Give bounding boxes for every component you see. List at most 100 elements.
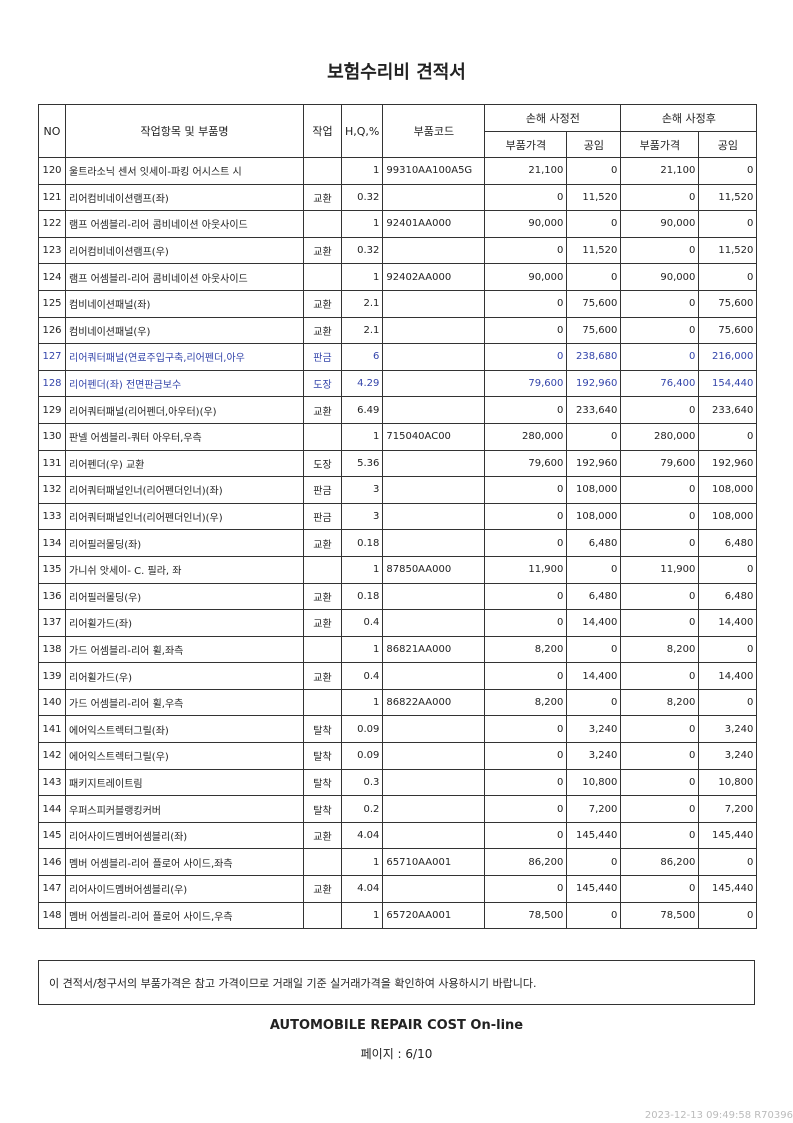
cell-work xyxy=(303,555,342,584)
cell-name: 멤버 어셈블리-리어 플로어 사이드,우측 xyxy=(65,901,304,930)
cell-code: 86822AA000 xyxy=(382,688,486,717)
cell-work: 교환 xyxy=(303,316,342,345)
header-no: NO xyxy=(38,104,66,158)
table-row: 133 리어쿼터패널인너(리어펜더인너)(우) 판금 3 0 108,000 0 108,00… xyxy=(38,502,758,531)
header-price-after: 부품가격 xyxy=(620,131,700,158)
cell-price-after: 0 xyxy=(620,795,700,823)
cell-name: 리어펜더(좌) 전면판금보수 xyxy=(65,369,304,398)
cell-price-after: 0 xyxy=(620,662,700,690)
cell-hq: 0.18 xyxy=(340,529,384,557)
cell-hq: 2.1 xyxy=(340,289,384,318)
cell-hq: 1 xyxy=(340,157,384,185)
cell-labor-before: 145,440 xyxy=(566,875,622,903)
cell-labor-before: 14,400 xyxy=(566,609,622,637)
cell-code xyxy=(382,609,486,637)
table-row: 147 리어사이드멤버어셈블리(우) 교환 4.04 0 145,440 0 145,440 xyxy=(38,875,758,903)
cell-price-after: 0 xyxy=(620,529,700,557)
cell-labor-before: 238,680 xyxy=(566,343,622,371)
header-labor-before: 공임 xyxy=(566,131,622,158)
cell-price-after: 79,600 xyxy=(620,449,700,478)
cell-labor-before: 108,000 xyxy=(566,502,622,531)
cell-labor-before: 0 xyxy=(566,263,622,291)
cell-hq: 0.09 xyxy=(340,742,384,770)
cell-code xyxy=(382,742,486,770)
table-row: 123 리어컴비네이션램프(우) 교환 0.32 0 11,520 0 11,520 xyxy=(38,236,758,265)
table-row: 134 리어필러몰딩(좌) 교환 0.18 0 6,480 0 6,480 xyxy=(38,529,758,557)
cell-name: 리어사이드멤버어셈블리(우) xyxy=(65,875,304,903)
cell-no: 147 xyxy=(38,875,66,903)
cell-no: 145 xyxy=(38,821,66,850)
cell-work: 교환 xyxy=(303,289,342,318)
cell-labor-after: 3,240 xyxy=(698,715,758,744)
cell-no: 137 xyxy=(38,609,66,637)
cell-hq: 1 xyxy=(340,848,384,877)
cell-work: 판금 xyxy=(303,343,342,371)
cell-name: 컴비네이션패널(우) xyxy=(65,316,304,345)
table-row: 138 가드 어셈블리-리어 휠,좌측 1 86821AA000 8,200 0 8,200… xyxy=(38,635,758,664)
cell-labor-before: 0 xyxy=(566,901,622,930)
cell-price-after: 0 xyxy=(620,476,700,504)
cell-work: 탈착 xyxy=(303,795,342,823)
cell-no: 146 xyxy=(38,848,66,877)
header-code: 부품코드 xyxy=(382,104,486,158)
table-row: 127 리어쿼터패널(연료주입구축,리어펜더,아우 판금 6 0 238,680 0 216,… xyxy=(38,343,758,371)
cell-labor-after: 14,400 xyxy=(698,609,758,637)
cell-labor-before: 75,600 xyxy=(566,289,622,318)
cell-labor-before: 233,640 xyxy=(566,396,622,424)
cell-work: 교환 xyxy=(303,609,342,637)
cell-labor-before: 0 xyxy=(566,422,622,451)
cell-no: 139 xyxy=(38,662,66,690)
cell-price-after: 0 xyxy=(620,343,700,371)
cell-price-before: 0 xyxy=(484,768,568,797)
cell-labor-before: 145,440 xyxy=(566,821,622,850)
cell-name: 가니쉬 앗세이- C. 필라, 좌 xyxy=(65,555,304,584)
cell-work: 도장 xyxy=(303,369,342,398)
cell-hq: 1 xyxy=(340,635,384,664)
cell-price-before: 280,000 xyxy=(484,422,568,451)
cell-labor-after: 0 xyxy=(698,635,758,664)
cell-work xyxy=(303,263,342,291)
cell-price-after: 280,000 xyxy=(620,422,700,451)
cell-name: 리어사이드멤버어셈블리(좌) xyxy=(65,821,304,850)
table-row: 140 가드 어셈블리-리어 휠,우측 1 86822AA000 8,200 0 8,200… xyxy=(38,688,758,717)
cell-labor-after: 11,520 xyxy=(698,236,758,265)
cell-no: 148 xyxy=(38,901,66,930)
cell-no: 132 xyxy=(38,476,66,504)
cell-price-before: 0 xyxy=(484,609,568,637)
cell-price-before: 0 xyxy=(484,316,568,345)
table-row: 122 램프 어셈블리-리어 콤비네이션 아웃사이드 1 92401AA000 90,0… xyxy=(38,210,758,238)
cell-code: 65720AA001 xyxy=(382,901,486,930)
cell-price-after: 0 xyxy=(620,582,700,611)
cell-work: 교환 xyxy=(303,529,342,557)
cell-hq: 3 xyxy=(340,476,384,504)
cell-price-after: 0 xyxy=(620,396,700,424)
cell-work xyxy=(303,157,342,185)
table-row: 148 멤버 어셈블리-리어 플로어 사이드,우측 1 65720AA001 78,50… xyxy=(38,901,758,930)
cell-work: 교환 xyxy=(303,236,342,265)
cell-price-before: 0 xyxy=(484,529,568,557)
cell-name: 리어쿼터패널인너(리어펜더인너)(우) xyxy=(65,502,304,531)
cell-labor-after: 145,440 xyxy=(698,875,758,903)
header-work: 작업 xyxy=(303,104,342,158)
cell-hq: 0.18 xyxy=(340,582,384,611)
table-row: 124 램프 어셈블리-리어 콤비네이션 아웃사이드 1 92402AA000 90,0… xyxy=(38,263,758,291)
cell-labor-after: 154,440 xyxy=(698,369,758,398)
cell-work: 교환 xyxy=(303,662,342,690)
table-row: 136 리어필러몰딩(우) 교환 0.18 0 6,480 0 6,480 xyxy=(38,582,758,611)
cell-price-before: 0 xyxy=(484,502,568,531)
cell-no: 141 xyxy=(38,715,66,744)
cell-labor-after: 75,600 xyxy=(698,289,758,318)
cell-work: 교환 xyxy=(303,875,342,903)
cell-labor-after: 7,200 xyxy=(698,795,758,823)
cell-name: 가드 어셈블리-리어 휠,좌측 xyxy=(65,635,304,664)
cell-hq: 1 xyxy=(340,263,384,291)
cell-code: 87850AA000 xyxy=(382,555,486,584)
cell-price-before: 79,600 xyxy=(484,369,568,398)
cell-work: 교환 xyxy=(303,821,342,850)
cell-hq: 3 xyxy=(340,502,384,531)
cell-labor-before: 0 xyxy=(566,157,622,185)
cell-labor-before: 192,960 xyxy=(566,369,622,398)
notice-box: 이 견적서/청구서의 부품가격은 참고 가격이므로 거래일 기준 실거래가격을 … xyxy=(38,960,755,1005)
cell-price-before: 0 xyxy=(484,875,568,903)
cell-price-before: 8,200 xyxy=(484,688,568,717)
